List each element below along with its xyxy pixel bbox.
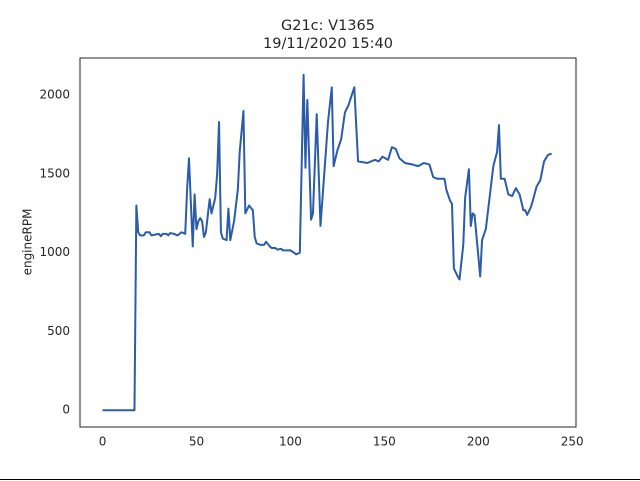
chart-title: G21c: V1365 bbox=[281, 18, 375, 34]
x-tick-label: 100 bbox=[279, 435, 302, 449]
y-tick-label: 1500 bbox=[39, 166, 70, 180]
y-tick-label: 0 bbox=[62, 403, 70, 417]
y-tick-label: 1000 bbox=[39, 245, 70, 259]
y-tick-label: 500 bbox=[47, 324, 70, 338]
x-tick-label: 200 bbox=[467, 435, 490, 449]
x-tick-label: 150 bbox=[373, 435, 396, 449]
y-axis-label: engineRPM bbox=[21, 209, 35, 276]
chart-subtitle: 19/11/2020 15:40 bbox=[263, 36, 393, 52]
x-tick-label: 250 bbox=[561, 435, 584, 449]
x-tick-label: 0 bbox=[99, 435, 107, 449]
y-tick-label: 2000 bbox=[39, 88, 70, 102]
data-line bbox=[102, 73, 552, 412]
plot-frame bbox=[79, 57, 577, 428]
x-tick-label: 50 bbox=[189, 435, 204, 449]
